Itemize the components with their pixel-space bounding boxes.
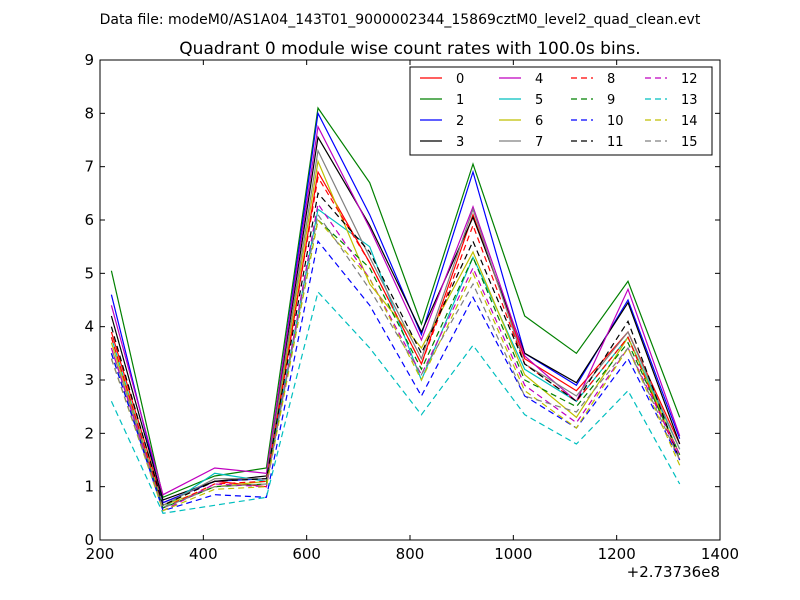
legend-label-10: 10: [607, 114, 624, 129]
legend-label-2: 2: [456, 114, 464, 129]
x-tick-label: 1400: [701, 545, 739, 563]
legend-label-4: 4: [535, 72, 543, 87]
legend-label-8: 8: [607, 72, 615, 87]
series-line-10: [110, 239, 681, 512]
series-line-3: [110, 135, 681, 501]
y-tick-label: 0: [84, 531, 94, 549]
series-line-11: [110, 191, 681, 507]
series-line-15: [110, 213, 681, 509]
legend-label-12: 12: [681, 72, 698, 87]
x-tick-label: 1200: [598, 545, 636, 563]
series-line-7: [110, 148, 681, 507]
series-line-8: [110, 175, 681, 509]
y-tick-label: 2: [84, 424, 94, 442]
legend-label-9: 9: [607, 93, 615, 108]
y-tick-label: 9: [84, 51, 94, 69]
series-line-9: [110, 218, 681, 509]
x-tick-label: 200: [86, 545, 115, 563]
legend-label-13: 13: [681, 93, 698, 108]
y-tick-label: 3: [84, 371, 94, 389]
y-tick-label: 7: [84, 158, 94, 176]
legend-label-14: 14: [681, 114, 698, 129]
x-tick-label: 600: [292, 545, 321, 563]
series-line-4: [110, 124, 681, 496]
y-tick-label: 5: [84, 264, 94, 282]
y-tick-label: 8: [84, 104, 94, 122]
series-line-14: [110, 218, 681, 512]
series-line-0: [110, 170, 681, 504]
plot-lines: [110, 106, 681, 514]
y-tick-label: 4: [84, 318, 94, 336]
series-line-12: [110, 202, 681, 512]
y-tick-label: 6: [84, 211, 94, 229]
legend-label-0: 0: [456, 72, 464, 87]
legend-label-7: 7: [535, 135, 543, 150]
y-tick-label: 1: [84, 478, 94, 496]
legend-label-5: 5: [535, 93, 543, 108]
legend-label-1: 1: [456, 93, 464, 108]
x-tick-label: 800: [396, 545, 425, 563]
x-offset-label: +2.73736e8: [627, 563, 720, 581]
legend-box: [409, 66, 713, 156]
series-line-13: [110, 290, 681, 514]
legend-label-11: 11: [607, 135, 624, 150]
series-line-1: [110, 106, 681, 499]
series-line-6: [110, 159, 681, 507]
legend-label-3: 3: [456, 135, 464, 150]
legend-label-6: 6: [535, 114, 543, 129]
legend-label-15: 15: [681, 135, 698, 150]
x-tick-label: 400: [189, 545, 218, 563]
chart-title: Quadrant 0 module wise count rates with …: [179, 39, 640, 59]
data-file-label: Data file: modeM0/AS1A04_143T01_90000023…: [100, 12, 701, 28]
x-tick-label: 1000: [494, 545, 532, 563]
